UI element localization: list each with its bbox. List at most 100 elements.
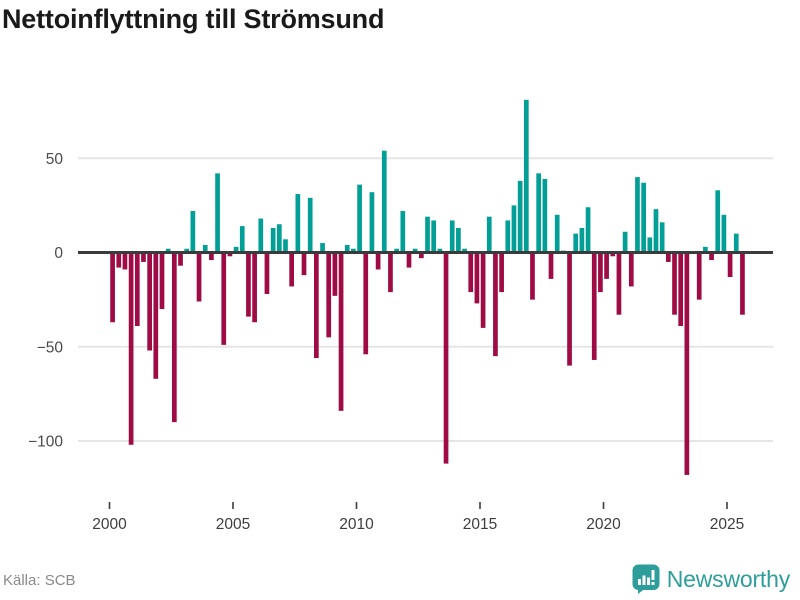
bar-positive bbox=[511, 205, 517, 253]
bar-negative bbox=[227, 252, 233, 257]
bar-negative bbox=[616, 252, 622, 315]
x-tick-label: 2015 bbox=[463, 516, 497, 533]
bar-positive bbox=[215, 173, 220, 253]
bar-positive bbox=[542, 178, 548, 253]
bar-negative bbox=[684, 252, 690, 475]
bar-negative bbox=[153, 252, 159, 379]
bar-positive bbox=[721, 214, 727, 253]
bar-negative bbox=[122, 252, 128, 270]
bar-negative bbox=[418, 252, 424, 259]
bar-negative bbox=[709, 252, 714, 261]
bar-negative bbox=[548, 252, 554, 279]
bar-positive bbox=[635, 177, 640, 253]
bar-negative bbox=[474, 252, 480, 304]
bar-positive bbox=[412, 248, 418, 253]
bar-positive bbox=[653, 209, 659, 253]
chart-title: Nettoinflyttning till Strömsund bbox=[2, 4, 385, 34]
bar-positive bbox=[400, 211, 406, 253]
bar-negative bbox=[665, 252, 671, 262]
bar-negative bbox=[289, 252, 295, 287]
bar-negative bbox=[375, 252, 381, 270]
bar-positive bbox=[190, 211, 196, 253]
bar-positive bbox=[239, 226, 245, 253]
bar-positive bbox=[165, 248, 171, 253]
bar-positive bbox=[369, 192, 375, 253]
bar-negative bbox=[567, 252, 572, 366]
bar-negative bbox=[480, 252, 486, 328]
y-tick-label: −50 bbox=[37, 339, 64, 356]
bar-negative bbox=[604, 252, 609, 279]
bar-negative bbox=[246, 252, 251, 317]
bar-negative bbox=[672, 252, 677, 315]
bar-negative bbox=[530, 252, 535, 300]
bar-positive bbox=[344, 244, 350, 253]
bar-positive bbox=[733, 233, 739, 253]
source-label: Källa: SCB bbox=[3, 572, 76, 589]
bar-negative bbox=[264, 252, 270, 294]
x-tick-label: 2005 bbox=[216, 516, 250, 533]
bar-negative bbox=[468, 252, 474, 293]
newsworthy-brand[interactable]: Newsworthy bbox=[632, 564, 790, 594]
bar-negative bbox=[141, 252, 146, 262]
y-tick-label: 50 bbox=[46, 151, 64, 168]
bar-negative bbox=[628, 252, 634, 287]
newsworthy-wordmark: Newsworthy bbox=[666, 565, 790, 592]
bar-negative bbox=[332, 252, 338, 296]
bar-positive bbox=[202, 244, 208, 253]
bar-positive bbox=[449, 220, 455, 253]
bar-negative bbox=[696, 252, 702, 300]
bar-positive bbox=[357, 184, 362, 253]
bar-positive bbox=[295, 194, 301, 253]
bar-positive bbox=[536, 173, 542, 253]
bar-negative bbox=[178, 252, 183, 266]
bar-positive bbox=[641, 182, 646, 253]
bar-negative bbox=[591, 252, 597, 360]
bar-negative bbox=[147, 252, 152, 351]
bar-negative bbox=[134, 252, 140, 327]
y-tick-label: 0 bbox=[54, 245, 63, 262]
bar-positive bbox=[585, 207, 591, 253]
bar-negative bbox=[128, 252, 134, 445]
bar-negative bbox=[314, 252, 319, 359]
bar-negative bbox=[171, 252, 177, 423]
bar-positive bbox=[462, 248, 467, 253]
x-tick-label: 2010 bbox=[339, 516, 374, 533]
bar-positive bbox=[703, 246, 708, 253]
bar-negative bbox=[598, 252, 603, 293]
bar-negative bbox=[159, 252, 165, 310]
bar-negative bbox=[110, 252, 115, 323]
bar-positive bbox=[554, 214, 560, 253]
bar-positive bbox=[573, 233, 579, 253]
bar-positive bbox=[425, 216, 430, 253]
bar-positive bbox=[517, 180, 523, 253]
bar-positive bbox=[283, 239, 288, 253]
bar-positive bbox=[276, 224, 282, 253]
bar-positive bbox=[622, 231, 628, 253]
bar-chart: 50 0 −50 −100 2000 2005 2010 2015 2020 2025 bbox=[28, 99, 773, 533]
bar-positive bbox=[270, 228, 276, 253]
bar-positive bbox=[258, 218, 264, 253]
bar-positive bbox=[184, 248, 190, 253]
bar-positive bbox=[659, 222, 665, 253]
bar-negative bbox=[493, 252, 498, 357]
newsworthy-logo-icon bbox=[632, 564, 660, 594]
x-tick-label: 2000 bbox=[92, 516, 127, 533]
y-tick-label: −100 bbox=[28, 434, 63, 451]
bar-positive bbox=[381, 150, 387, 253]
bar-positive bbox=[320, 243, 325, 253]
bar-negative bbox=[678, 252, 684, 327]
bar-negative bbox=[196, 252, 202, 302]
bar-negative bbox=[727, 252, 733, 277]
bar-negative bbox=[338, 252, 344, 411]
bar-positive bbox=[647, 237, 653, 253]
bar-positive bbox=[505, 220, 511, 253]
bar-negative bbox=[252, 252, 257, 323]
bar-negative bbox=[116, 252, 122, 268]
x-tick-label: 2025 bbox=[710, 516, 744, 533]
bar-negative bbox=[301, 252, 307, 276]
bar-positive bbox=[431, 220, 437, 253]
bar-positive bbox=[579, 228, 585, 253]
bar-positive bbox=[394, 248, 399, 253]
bar-positive bbox=[715, 190, 721, 253]
